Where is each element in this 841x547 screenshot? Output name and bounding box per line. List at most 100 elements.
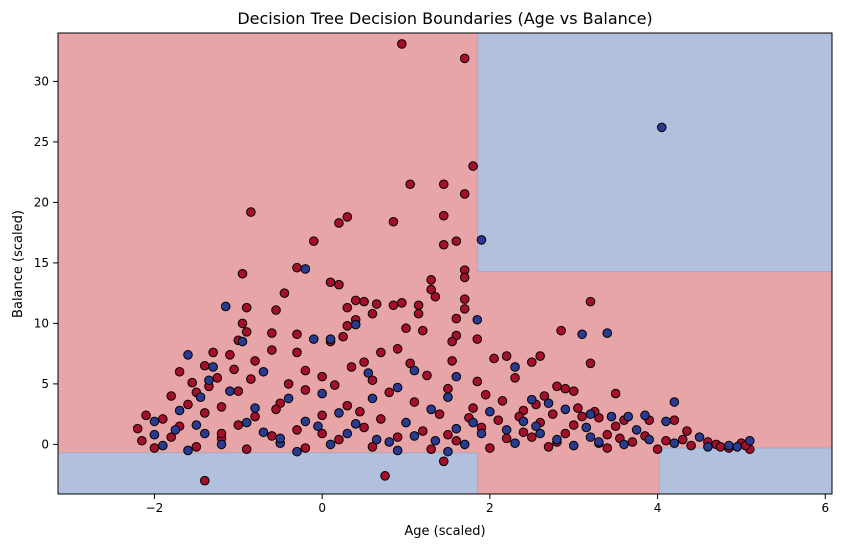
data-point-red-28: [342, 302, 353, 313]
data-point-red-123: [560, 428, 571, 439]
data-point-red-41: [342, 321, 353, 331]
data-point-red-135: [501, 433, 512, 444]
data-point-red-37: [585, 296, 596, 307]
data-point-blue-69: [174, 405, 185, 416]
data-point-red-57: [392, 344, 403, 354]
data-point-red-144: [149, 443, 160, 453]
data-point-red-60: [501, 351, 512, 361]
data-point-red-165: [355, 406, 365, 417]
decision-region-blue-1: [658, 447, 833, 495]
data-point-red-8: [334, 218, 344, 228]
data-point-red-163: [573, 403, 583, 413]
data-point-red-7: [342, 212, 353, 222]
data-point-blue-82: [594, 437, 604, 447]
data-point-red-124: [602, 429, 613, 440]
data-point-blue-32: [191, 420, 202, 430]
data-point-blue-3: [220, 301, 231, 312]
data-point-blue-53: [216, 439, 227, 450]
y-tick-label: 5: [41, 377, 49, 391]
data-point-blue-24: [560, 404, 571, 415]
data-point-blue-66: [292, 446, 302, 457]
data-point-blue-18: [195, 392, 206, 403]
data-point-blue-55: [325, 439, 336, 450]
x-tick-label: 0: [318, 501, 326, 515]
data-point-red-36: [413, 308, 424, 319]
data-point-blue-83: [501, 425, 512, 435]
data-point-blue-2: [300, 264, 311, 274]
data-point-blue-42: [149, 429, 160, 440]
data-point-red-86: [443, 383, 453, 394]
data-point-red-126: [677, 434, 688, 445]
data-point-red-98: [577, 411, 587, 422]
data-point-red-19: [325, 277, 336, 288]
data-point-blue-19: [283, 393, 294, 404]
data-point-red-169: [329, 380, 340, 390]
data-point-blue-48: [535, 428, 545, 439]
data-point-blue-9: [183, 350, 193, 360]
data-point-red-113: [669, 415, 680, 425]
data-point-blue-28: [640, 410, 650, 421]
data-point-blue-10: [602, 328, 613, 338]
y-tick-label: 15: [34, 256, 49, 270]
plot-area: [57, 32, 833, 495]
data-point-red-34: [459, 304, 470, 314]
data-point-red-70: [526, 357, 537, 367]
data-point-blue-75: [317, 388, 327, 399]
data-point-red-158: [229, 364, 239, 375]
data-point-red-108: [434, 409, 445, 419]
data-point-red-61: [535, 351, 545, 361]
data-point-red-120: [417, 426, 428, 436]
data-point-blue-26: [606, 411, 617, 422]
data-point-red-54: [267, 345, 277, 355]
data-point-red-145: [191, 442, 202, 452]
data-point-red-72: [212, 373, 223, 383]
x-axis: −2 0 2 4 6: [146, 494, 829, 515]
data-point-red-56: [376, 347, 386, 358]
data-point-blue-34: [300, 416, 311, 427]
data-point-blue-20: [367, 393, 378, 404]
data-point-red-63: [174, 366, 185, 377]
data-point-red-168: [283, 379, 294, 389]
data-point-red-17: [459, 272, 470, 283]
data-point-blue-38: [531, 421, 541, 432]
data-point-red-111: [568, 420, 579, 430]
data-point-red-42: [401, 323, 411, 334]
data-point-red-91: [216, 402, 227, 412]
data-point-blue-78: [275, 433, 286, 444]
data-point-red-31: [271, 305, 281, 315]
data-point-red-90: [183, 399, 193, 410]
data-point-red-139: [661, 435, 671, 446]
data-point-red-175: [526, 432, 537, 442]
data-point-red-18: [426, 275, 436, 285]
data-point-blue-31: [149, 416, 160, 427]
data-point-blue-25: [585, 409, 596, 419]
decision-region-blue-0: [476, 32, 833, 272]
data-point-red-30: [241, 302, 252, 313]
data-point-blue-84: [170, 425, 181, 435]
data-point-blue-36: [401, 417, 411, 428]
data-point-blue-73: [485, 406, 495, 417]
data-point-blue-21: [443, 392, 453, 403]
data-point-red-47: [417, 325, 428, 336]
data-point-red-138: [627, 437, 638, 447]
decision-region-blue-2: [57, 452, 478, 495]
data-point-red-1: [459, 53, 470, 64]
data-point-blue-33: [241, 417, 252, 428]
data-point-red-46: [292, 329, 302, 340]
data-point-red-13: [451, 236, 462, 246]
data-point-blue-15: [409, 365, 420, 376]
data-point-red-150: [485, 443, 495, 453]
data-point-red-146: [241, 444, 252, 455]
data-point-red-23: [459, 294, 470, 304]
y-tick-label: 30: [34, 74, 49, 88]
data-point-blue-60: [619, 439, 629, 450]
data-point-red-93: [342, 400, 353, 411]
data-point-red-88: [539, 391, 550, 401]
data-point-blue-56: [384, 437, 395, 447]
data-point-red-62: [585, 358, 596, 369]
data-point-red-68: [447, 356, 457, 366]
data-point-red-131: [267, 431, 277, 441]
data-point-red-53: [225, 350, 235, 360]
data-point-blue-16: [451, 371, 462, 382]
data-point-red-173: [317, 428, 327, 439]
